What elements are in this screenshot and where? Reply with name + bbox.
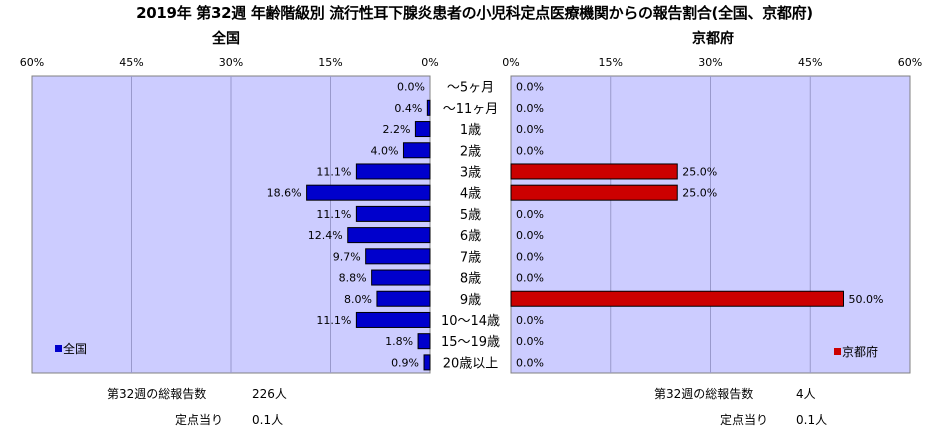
chart-title: 2019年 第32週 年齢階級別 流行性耳下腺炎患者の小児科定点医療機関からの報… [136,4,813,22]
kyoto-legend-label: 京都府 [842,344,878,359]
category-label: 15～19歳 [441,335,500,350]
kyoto-data-label: 50.0% [849,293,884,306]
category-label: 2歳 [460,144,481,159]
national-bar [347,227,431,244]
national-total-value: 226人 [252,387,287,401]
kyoto-per-label: 定点当り [720,413,769,427]
national-bar [355,205,431,222]
category-label: 9歳 [460,293,481,308]
category-label: 5歳 [460,208,481,223]
left-tick-label: 0% [421,56,438,69]
left-tick-label: 45% [119,56,143,69]
kyoto-data-label: 0.0% [516,314,544,327]
kyoto-data-label: 0.0% [516,208,544,221]
national-per-value: 0.1人 [252,413,284,427]
national-bar [414,121,431,138]
national-bar [423,354,431,371]
kyoto-data-label: 0.0% [516,335,544,348]
national-data-label: 4.0% [371,144,399,157]
national-data-label: 11.1% [316,165,351,178]
national-total-label: 第32週の総報告数 [107,387,207,401]
kyoto-data-label: 0.0% [516,123,544,136]
kyoto-legend-swatch [834,348,841,355]
left-tick-label: 30% [219,56,243,69]
kyoto-per-value: 0.1人 [796,413,828,427]
kyoto-data-label: 0.0% [516,81,544,94]
right-tick-label: 60% [898,56,922,69]
national-data-label: 11.1% [316,208,351,221]
category-label: 6歳 [460,229,481,244]
national-data-label: 0.0% [397,81,425,94]
kyoto-data-label: 0.0% [516,102,544,115]
national-data-label: 0.9% [391,356,419,369]
right-tick-label: 30% [698,56,722,69]
kyoto-data-label: 25.0% [682,165,717,178]
right-tick-label: 0% [502,56,519,69]
national-data-label: 18.6% [267,187,302,200]
left-panel-title: 全国 [212,31,240,47]
national-data-label: 8.0% [344,293,372,306]
national-data-label: 12.4% [308,229,343,242]
national-legend-label: 全国 [63,341,87,356]
national-bar [306,184,431,201]
kyoto-data-label: 0.0% [516,356,544,369]
kyoto-bar [510,163,678,180]
national-bar [402,142,431,159]
national-data-label: 2.2% [382,123,410,136]
category-label: ～11ヶ月 [443,102,499,117]
category-label: 7歳 [460,250,481,265]
kyoto-data-label: 0.0% [516,272,544,285]
national-bar [426,99,431,116]
kyoto-data-label: 0.0% [516,229,544,242]
national-bar [365,248,431,265]
left-tick-label: 15% [318,56,342,69]
kyoto-data-label: 25.0% [682,187,717,200]
national-data-label: 1.8% [385,335,413,348]
national-bar [417,333,431,350]
national-bar [355,311,431,328]
category-label: 8歳 [460,272,481,287]
national-bar [355,163,431,180]
kyoto-bar [510,184,678,201]
category-label: 20歳以上 [443,356,499,371]
national-per-label: 定点当り [175,413,224,427]
right-tick-label: 45% [798,56,822,69]
national-data-label: 9.7% [333,250,361,263]
kyoto-total-label: 第32週の総報告数 [654,387,754,401]
kyoto-total-value: 4人 [796,387,816,401]
national-bar [376,290,431,307]
category-label: 4歳 [460,187,481,202]
category-label: ～5ヶ月 [447,81,494,96]
kyoto-data-label: 0.0% [516,144,544,157]
category-label: 10～14歳 [441,314,500,329]
kyoto-data-label: 0.0% [516,250,544,263]
left-tick-label: 60% [20,56,44,69]
national-legend-swatch [55,345,62,352]
national-data-label: 8.8% [339,272,367,285]
national-data-label: 11.1% [316,314,351,327]
right-panel-title: 京都府 [692,31,734,47]
kyoto-bar [510,290,844,307]
right-tick-label: 15% [599,56,623,69]
category-label: 3歳 [460,165,481,180]
national-data-label: 0.4% [394,102,422,115]
national-bar [371,269,431,286]
category-label: 1歳 [460,123,481,138]
